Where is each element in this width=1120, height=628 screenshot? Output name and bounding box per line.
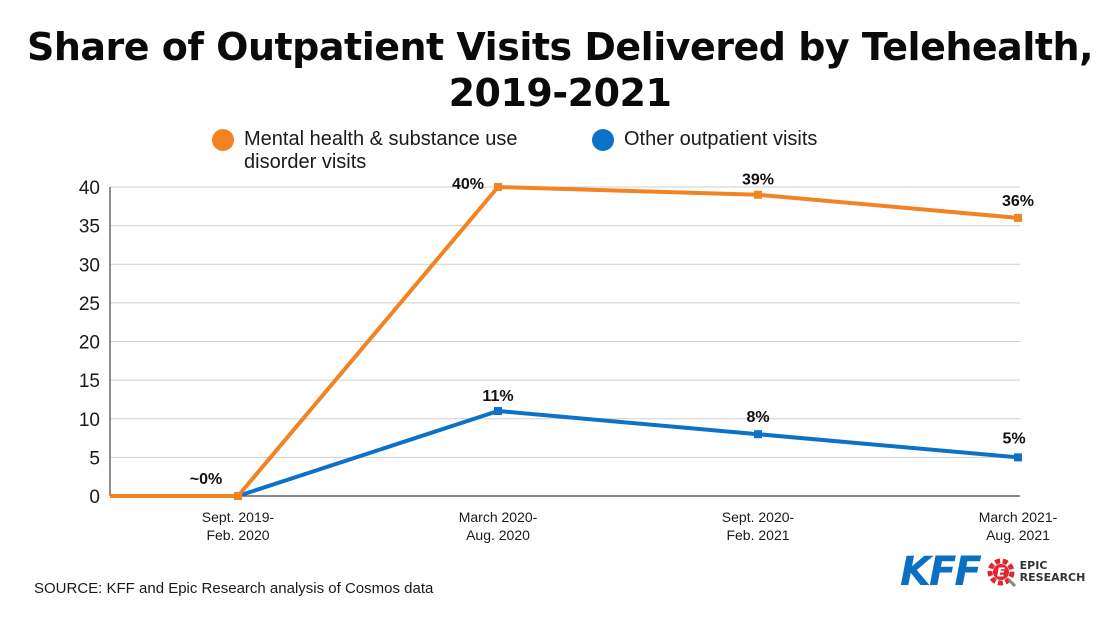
y-tick-label-10: 10 <box>79 410 100 431</box>
legend-label-other-outpatient: Other outpatient visits <box>624 128 818 150</box>
y-tick-label-25: 25 <box>79 294 100 315</box>
data-label-mental-health-3: 39% <box>742 172 774 189</box>
data-point-other-outpatient-2 <box>494 407 502 416</box>
legend-swatch-mental-health <box>212 129 234 151</box>
y-tick-label-0: 0 <box>89 487 100 508</box>
data-label-other-outpatient-2: 11% <box>482 388 513 405</box>
data-label-mental-health-2: 40% <box>452 176 484 193</box>
kff-logo: KFF <box>900 549 982 595</box>
series-line-other-outpatient <box>237 409 1019 498</box>
y-tick-label-15: 15 <box>79 371 100 392</box>
x-tick-label-3: Sept. 2020-Feb. 2021 <box>722 509 795 543</box>
legend-label-mental-health: Mental health & substance use disorder v… <box>244 128 518 173</box>
epic-research-logo-icon: E <box>986 557 1016 588</box>
epic-research-logo: EPIC RESEARCH <box>1019 559 1086 584</box>
legend-swatch-other-outpatient <box>592 129 614 151</box>
x-tick-label-2: March 2020-Aug. 2020 <box>459 509 538 543</box>
epic-research-logo-letter: E <box>997 566 1006 580</box>
data-label-other-outpatient-3: 8% <box>746 409 769 426</box>
logo-group: KFF E EPIC RESEARCH <box>900 550 1085 594</box>
source-note: SOURCE: KFF and Epic Research analysis o… <box>34 580 434 597</box>
y-tick-label-5: 5 <box>89 448 100 469</box>
y-tick-label-40: 40 <box>79 178 100 199</box>
data-point-mental-health-1 <box>234 492 242 500</box>
data-label-baseline: ~0% <box>190 471 222 488</box>
data-point-mental-health-4 <box>1014 213 1022 222</box>
x-tick-label-4: March 2021-Aug. 2021 <box>979 509 1058 543</box>
data-point-mental-health-2 <box>494 183 502 191</box>
chart-title-line-1: Share of Outpatient Visits Delivered by … <box>26 25 1094 69</box>
y-tick-label-35: 35 <box>79 217 100 238</box>
data-point-other-outpatient-3 <box>754 430 762 439</box>
data-label-other-outpatient-4: 5% <box>1002 430 1025 447</box>
y-tick-label-30: 30 <box>79 255 100 276</box>
data-label-mental-health-4: 36% <box>1002 193 1034 210</box>
y-tick-label-20: 20 <box>79 333 100 354</box>
chart-title-line-2: 2019-2021 <box>448 71 672 115</box>
data-point-mental-health-3 <box>754 190 762 199</box>
legend-item-other-outpatient: Other outpatient visits <box>592 128 817 151</box>
x-tick-label-1: Sept. 2019-Feb. 2020 <box>202 509 275 543</box>
data-point-other-outpatient-4 <box>1014 453 1022 462</box>
legend-item-mental-health: Mental health & substance use disorder v… <box>212 128 518 174</box>
chart-title: Share of Outpatient Visits Delivered by … <box>0 24 1120 116</box>
